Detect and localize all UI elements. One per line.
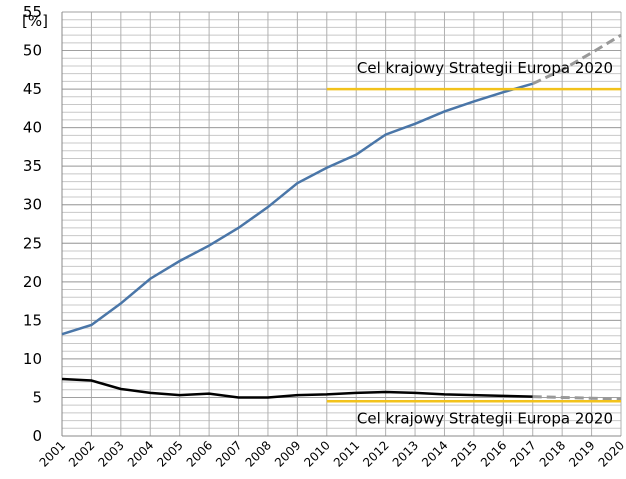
x-tick-label: 2004	[125, 438, 156, 469]
x-tick-label: 2008	[243, 438, 274, 469]
x-tick-label: 2007	[213, 438, 244, 469]
annotation: Cel krajowy Strategii Europa 2020	[357, 59, 613, 77]
x-tick-label: 2003	[95, 438, 126, 469]
x-tick-label: 2015	[449, 438, 480, 469]
x-tick-label: 2006	[184, 438, 215, 469]
x-tick-label: 2002	[66, 438, 97, 469]
x-tick-label: 2017	[507, 438, 538, 469]
y-tick-label: 30	[23, 196, 42, 214]
x-tick-label: 2012	[360, 438, 391, 469]
y-tick-label: 55	[23, 3, 42, 21]
y-tick-label: 45	[23, 80, 42, 98]
series-line	[61, 377, 533, 399]
y-tick-label: 15	[23, 311, 42, 329]
y-tick-label: 5	[32, 388, 42, 406]
series-line	[532, 395, 622, 401]
series-line	[61, 82, 534, 336]
y-tick-label: 10	[23, 350, 42, 368]
y-tick-label: 40	[23, 119, 42, 137]
x-tick-label: 2009	[272, 438, 303, 469]
x-tick-label: 2016	[478, 438, 509, 469]
y-tick-label: 35	[23, 157, 42, 175]
y-tick-label: 0	[32, 427, 42, 445]
series-line	[532, 33, 622, 86]
x-tick-label: 2020	[596, 438, 626, 469]
x-tick-label: 2018	[537, 438, 568, 469]
x-tick-label: 2014	[419, 438, 450, 469]
y-axis-label: [%]	[22, 12, 48, 30]
y-tick-label: 25	[23, 234, 42, 252]
x-tick-label: 2005	[154, 438, 185, 469]
y-tick-label: 20	[23, 273, 42, 291]
annotation: Cel krajowy Strategii Europa 2020	[357, 409, 613, 427]
x-tick-label: 2011	[331, 438, 362, 469]
y-tick-label: 50	[23, 42, 42, 60]
x-tick-label: 2013	[390, 438, 421, 469]
x-tick-label: 2010	[301, 438, 332, 469]
x-tick-label: 2019	[566, 438, 597, 469]
